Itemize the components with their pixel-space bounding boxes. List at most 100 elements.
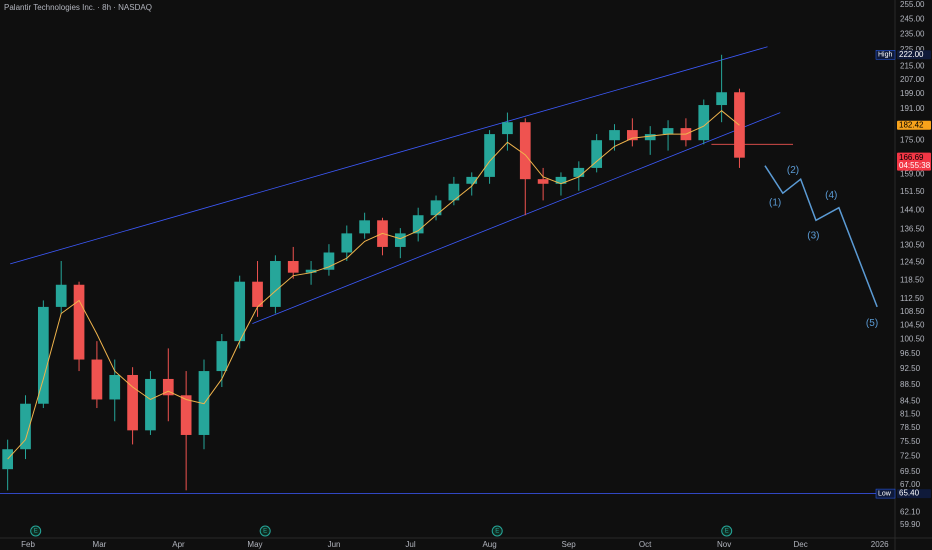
y-tick-label: 144.00 (900, 205, 925, 214)
candle-body (448, 183, 460, 201)
candle-body (55, 284, 67, 307)
moving-average (7, 110, 740, 460)
y-tick-label: 59.90 (900, 520, 921, 529)
price-tag-label: 182.42 (899, 120, 924, 129)
candle-body (394, 233, 406, 247)
y-tick-label: 104.50 (900, 320, 925, 329)
candle-body (252, 281, 263, 307)
trend-line (10, 46, 768, 265)
candle-body (627, 130, 638, 141)
candle-body (644, 134, 656, 141)
candle-body (234, 281, 246, 342)
candle-body (73, 284, 85, 360)
y-tick-label: 112.50 (900, 294, 924, 303)
y-tick-label: 67.00 (900, 480, 921, 489)
x-tick-label: Oct (639, 540, 652, 549)
candle-body (466, 176, 478, 184)
y-tick-label: 130.50 (900, 241, 925, 250)
price-tag-label: 65.40 (899, 489, 920, 498)
y-tick-label: 225.00 (900, 45, 925, 54)
x-tick-label: Sep (562, 540, 577, 549)
candle-body (537, 179, 549, 184)
wave-label: (5) (866, 318, 878, 329)
wave-label: (1) (769, 197, 781, 208)
y-tick-label: 62.10 (900, 507, 921, 516)
candle-body (287, 261, 299, 273)
price-tag (897, 152, 931, 171)
candle-body (2, 449, 14, 470)
price-tag-name-box (875, 50, 896, 60)
candle-body (591, 140, 603, 168)
y-tick-label: 175.00 (900, 135, 925, 144)
y-tick-label: 151.50 (900, 187, 925, 196)
price-tag (897, 489, 931, 499)
y-tick-label: 191.00 (900, 104, 925, 113)
y-tick-label: 108.50 (900, 307, 925, 316)
y-tick-label: 88.50 (900, 380, 921, 389)
price-tag (897, 120, 931, 130)
wave-label: (3) (807, 231, 819, 242)
y-tick-label: 92.50 (900, 364, 921, 373)
candle-body (555, 176, 567, 184)
x-tick-label: May (247, 540, 262, 549)
candle-body (430, 200, 442, 216)
candle-body (109, 374, 121, 400)
candle-body (37, 306, 49, 404)
x-tick-label: Dec (794, 540, 808, 549)
event-label: E (34, 529, 38, 535)
price-tag-countdown: 04:55:38 (899, 161, 931, 170)
candle-body (145, 378, 156, 431)
candle-body (20, 403, 31, 450)
candle-body (662, 128, 674, 135)
y-tick-label: 245.00 (900, 15, 925, 24)
y-tick-label: 124.50 (900, 258, 925, 267)
x-tick-label: Apr (172, 540, 185, 549)
candle-body (270, 261, 281, 307)
event-label: E (263, 529, 267, 535)
candle-body (716, 92, 727, 106)
candle-body (323, 252, 335, 270)
chart-title: Palantir Technologies Inc. · 8h · NASDAQ (4, 3, 152, 12)
event-marker (491, 525, 503, 537)
price-tag (897, 50, 931, 60)
price-tag-name-box (875, 488, 896, 499)
candle-body (91, 359, 103, 400)
wave-label: (4) (825, 190, 837, 201)
x-tick-label: Nov (717, 540, 731, 549)
candle-body (484, 134, 495, 177)
price-tag-name: High (878, 52, 893, 59)
x-tick-label: Jun (328, 540, 341, 549)
wave-label: (2) (787, 165, 799, 176)
y-tick-label: 78.50 (900, 423, 921, 432)
y-tick-label: 118.50 (900, 275, 924, 284)
candle-body (341, 233, 353, 253)
y-tick-label: 235.00 (900, 29, 925, 38)
y-tick-label: 69.50 (900, 467, 921, 476)
y-tick-label: 81.50 (900, 410, 921, 419)
candle-body (216, 341, 228, 372)
candle-body (180, 395, 192, 435)
y-tick-label: 136.50 (900, 225, 925, 234)
candle-body (162, 378, 174, 396)
candle-body (573, 167, 585, 177)
event-marker (30, 525, 42, 537)
trend-line (764, 165, 878, 308)
x-tick-label: 2026 (871, 540, 889, 549)
y-tick-label: 207.00 (900, 75, 925, 84)
x-tick-label: Mar (93, 540, 107, 549)
event-marker (721, 525, 733, 537)
y-tick-label: 199.00 (900, 89, 925, 98)
trend-line (252, 112, 781, 324)
candle-body (359, 220, 370, 234)
event-label: E (495, 529, 499, 535)
x-tick-label: Jul (405, 540, 415, 549)
candle-body (519, 122, 531, 180)
candle-body (502, 122, 513, 135)
y-tick-label: 84.50 (900, 397, 921, 406)
y-tick-label: 215.00 (900, 61, 925, 70)
price-tag-label: 222.00 (899, 50, 924, 59)
y-tick-label: 75.50 (900, 437, 921, 446)
y-tick-label: 96.50 (900, 349, 921, 358)
price-tag-name: Low (878, 490, 892, 497)
candle-body (412, 215, 424, 234)
